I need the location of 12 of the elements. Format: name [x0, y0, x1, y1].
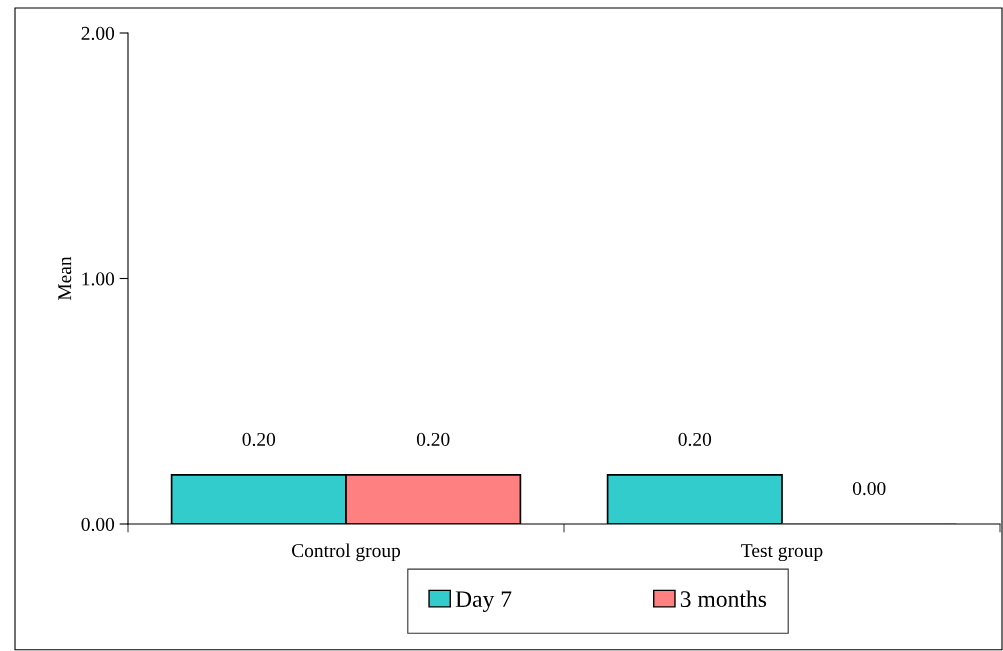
- data-label: 0.00: [852, 481, 886, 496]
- legend-label: Day 7: [455, 591, 512, 612]
- y-axis-title: Mean: [58, 256, 72, 301]
- legend-label: 3 months: [680, 590, 767, 608]
- x-tick-label: Test group: [741, 544, 823, 562]
- data-label: 0.20: [678, 432, 712, 447]
- y-tick-label: 2.00: [81, 26, 115, 41]
- x-tick-label: Control group: [291, 543, 401, 562]
- data-label: 0.20: [242, 432, 276, 447]
- data-label: 0.20: [416, 432, 450, 447]
- y-tick-label: 1.00: [82, 272, 115, 286]
- y-tick-label: 0.00: [81, 517, 115, 532]
